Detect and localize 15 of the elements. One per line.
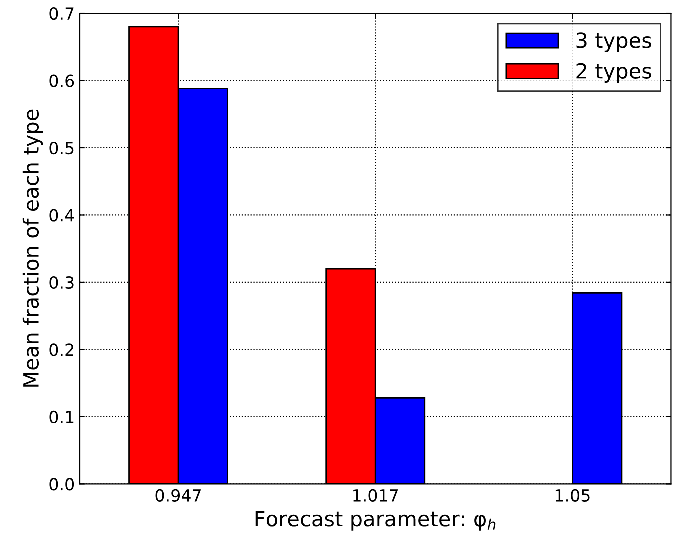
x-tick-label: 1.05 [556,489,590,502]
legend-label: 3 types [576,32,652,52]
y-tick-label: 0.3 [50,276,74,290]
x-tick-label: 1.017 [354,489,398,502]
y-tick-label: 0.1 [50,410,74,424]
y-tick-label: 0.7 [50,7,74,20]
y-axis-title: Mean fraction of each type [22,110,44,387]
y-tick-label: 0.6 [50,74,74,88]
y-tick-label: 0.4 [50,209,74,222]
legend-label: 2 types [576,63,652,84]
y-tick-label: 0.2 [50,344,74,356]
y-tick-label: 0.5 [50,142,74,155]
x-axis-title: Forecast parameter: φ$_{h}$ [256,511,496,531]
y-tick-label: 0.0 [50,478,74,491]
x-tick-label: 0.947 [156,489,201,502]
